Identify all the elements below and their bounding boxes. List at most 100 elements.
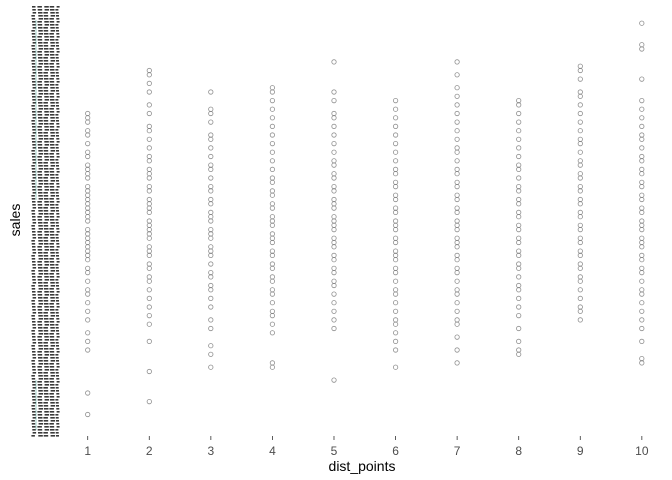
y-tick-glyph <box>43 255 49 257</box>
y-tick-glyph <box>44 84 50 86</box>
data-point <box>331 325 337 332</box>
y-tick-glyph <box>38 417 43 419</box>
data-point <box>516 136 522 142</box>
y-tick-glyph <box>49 66 55 68</box>
y-tick-glyph <box>56 240 59 242</box>
y-tick-glyph <box>32 324 36 326</box>
data-point <box>392 132 399 138</box>
y-tick-glyph <box>32 42 37 44</box>
y-tick-glyph <box>44 69 50 71</box>
y-tick-glyph <box>55 144 59 146</box>
x-tick-label: 2 <box>146 444 153 458</box>
y-tick-glyph <box>43 132 48 134</box>
data-point <box>454 218 460 224</box>
y-tick-glyph <box>55 249 59 251</box>
y-tick-glyph <box>43 282 48 284</box>
y-tick-glyph <box>50 237 55 239</box>
y-tick-glyph <box>43 237 48 239</box>
y-tick-glyph <box>50 132 55 134</box>
data-point <box>269 248 275 254</box>
y-tick-glyph <box>43 180 49 182</box>
y-tick-glyph <box>56 66 60 68</box>
y-tick-glyph <box>31 150 35 152</box>
y-tick-glyph <box>43 27 48 29</box>
y-tick-glyph <box>32 276 36 278</box>
y-tick-glyph <box>43 312 48 314</box>
y-tick-glyph <box>37 129 43 131</box>
y-tick-glyph <box>49 351 55 353</box>
data-point <box>639 115 645 121</box>
y-tick-glyph <box>32 222 37 224</box>
y-tick-glyph <box>44 303 49 305</box>
data-point <box>208 261 214 267</box>
y-tick-glyph <box>55 309 59 311</box>
y-tick-glyph <box>50 57 55 59</box>
y-tick-glyph <box>31 75 35 77</box>
data-point <box>146 123 152 130</box>
y-tick-glyph <box>38 297 43 299</box>
y-tick-glyph <box>31 243 36 245</box>
y-tick-glyph <box>31 390 35 392</box>
y-tick-glyph <box>38 207 43 209</box>
y-tick-glyph <box>38 282 43 284</box>
y-tick-glyph <box>32 246 36 248</box>
y-tick-glyph <box>31 15 35 17</box>
y-tick-glyph <box>56 225 59 227</box>
y-tick-glyph <box>50 54 55 56</box>
y-tick-glyph <box>56 231 60 233</box>
data-point <box>392 287 399 293</box>
data-point <box>331 300 337 306</box>
data-point <box>269 287 275 293</box>
y-tick-glyph <box>56 213 60 215</box>
y-tick-labels-overplotted <box>31 6 60 437</box>
data-point <box>331 317 337 323</box>
data-point <box>516 196 522 203</box>
y-tick-glyph <box>50 285 56 287</box>
y-tick-glyph <box>31 120 35 122</box>
y-tick-glyph <box>37 219 43 221</box>
y-tick-glyph <box>44 411 49 413</box>
data-point <box>331 158 337 164</box>
y-tick-glyph <box>31 48 36 50</box>
y-tick-glyph <box>32 132 37 134</box>
y-tick-glyph <box>49 81 55 83</box>
y-tick-glyph <box>50 339 55 341</box>
y-tick-glyph <box>32 312 37 314</box>
y-tick-glyph <box>37 279 43 281</box>
y-tick-glyph <box>38 123 44 125</box>
y-tick-glyph <box>31 240 35 242</box>
y-tick-glyph <box>38 435 43 437</box>
y-tick-glyph <box>32 327 37 329</box>
y-tick-glyph <box>32 27 37 29</box>
y-tick-glyph <box>32 189 36 191</box>
y-tick-glyph <box>38 390 43 392</box>
y-tick-glyph <box>50 219 55 221</box>
y-tick-glyph <box>49 216 55 218</box>
y-tick-glyph <box>43 360 49 362</box>
y-tick-glyph <box>55 279 59 281</box>
data-point <box>331 377 337 383</box>
y-tick-glyph <box>49 258 54 260</box>
data-point <box>85 227 91 233</box>
y-tick-glyph <box>32 72 37 74</box>
y-tick-glyph <box>44 396 49 398</box>
y-tick-glyph <box>56 258 60 260</box>
data-point <box>269 201 275 207</box>
y-tick-glyph <box>44 126 49 128</box>
data-point <box>269 300 275 306</box>
y-tick-glyph <box>56 360 59 362</box>
y-tick-glyph <box>38 303 44 305</box>
y-tick-glyph <box>56 255 59 257</box>
y-tick-glyph <box>56 405 59 407</box>
y-tick-glyph <box>50 312 55 314</box>
data-point <box>146 398 152 405</box>
y-tick-glyph <box>56 108 60 110</box>
y-tick-glyph <box>31 183 36 185</box>
y-tick-glyph <box>56 153 60 155</box>
y-tick-glyph <box>32 432 37 434</box>
data-point <box>577 110 583 117</box>
data-point <box>639 308 645 314</box>
y-tick-glyph <box>32 402 37 404</box>
data-point <box>85 149 91 155</box>
y-tick-glyph <box>56 183 60 185</box>
